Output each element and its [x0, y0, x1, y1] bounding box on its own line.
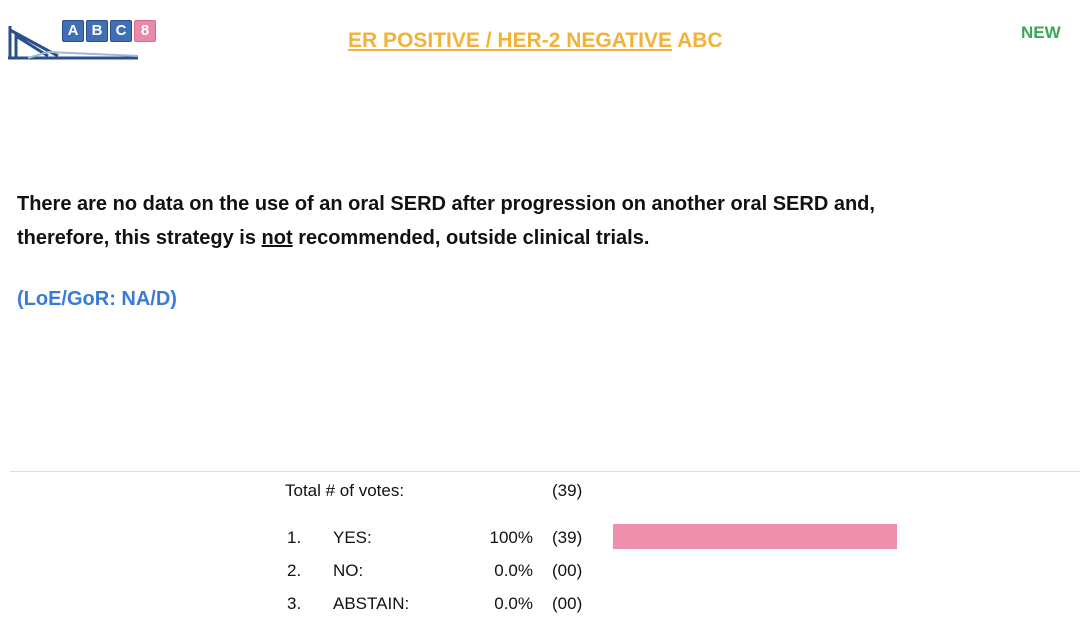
vote-count: (39): [552, 528, 583, 547]
statement-text: recommended, outside clinical trials.: [298, 227, 650, 249]
logo-letter: A: [62, 20, 84, 42]
statement-emphasis: not: [261, 227, 293, 249]
total-label: Total # of votes:: [285, 481, 405, 500]
vote-label: YES:: [333, 528, 372, 547]
vote-bar: [613, 524, 897, 549]
vote-percent: 0.0%: [494, 561, 533, 580]
statement-text: therefore, this strategy is: [17, 227, 256, 249]
logo-icon: [8, 26, 139, 60]
evidence: (LoE/GoR: NA/D): [17, 288, 177, 310]
logo-letter: B: [86, 20, 108, 42]
badge: NEW: [1021, 23, 1061, 42]
title-rest: ABC: [677, 29, 723, 52]
statement: There are no data on the use of an oral …: [17, 187, 875, 255]
vote-count: (00): [552, 594, 583, 613]
vote-label: ABSTAIN:: [333, 594, 410, 613]
vote-percent: 100%: [489, 528, 533, 547]
vote-percent: 0.0%: [494, 594, 533, 613]
total: (39): [552, 481, 583, 500]
vote-count: (00): [552, 561, 583, 580]
logo-letter: 8: [134, 20, 156, 42]
title: ER POSITIVE / HER-2 NEGATIVE ABC: [348, 29, 723, 53]
vote-number: 2.: [287, 561, 302, 580]
title-underlined: ER POSITIVE / HER-2 NEGATIVE: [348, 29, 673, 52]
vote-label: NO:: [333, 561, 364, 580]
statement-line: therefore, this strategy is not recommen…: [17, 221, 875, 255]
divider: [10, 471, 1080, 472]
logo-letter: C: [110, 20, 132, 42]
vote-number: 3.: [287, 594, 302, 613]
vote-number: 1.: [287, 528, 302, 547]
statement-line: There are no data on the use of an oral …: [17, 193, 875, 215]
